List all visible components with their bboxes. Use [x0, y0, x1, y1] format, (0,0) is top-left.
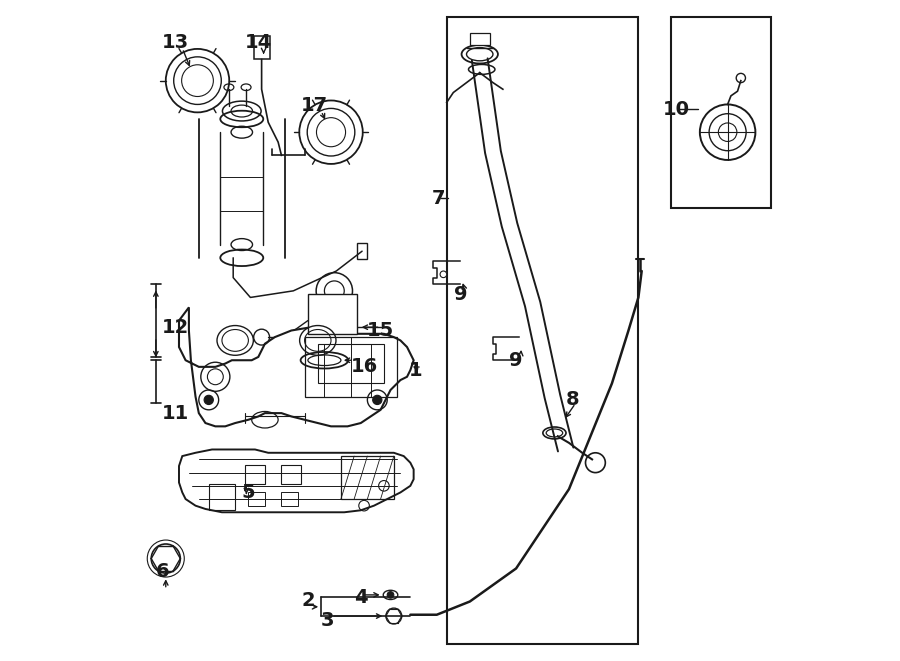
Circle shape [387, 592, 394, 598]
Bar [356, 243, 367, 259]
Bar [245, 465, 265, 484]
Bar [209, 484, 235, 510]
Text: 6: 6 [156, 563, 169, 581]
Bar [470, 33, 490, 45]
Text: 9: 9 [509, 351, 523, 369]
Text: 10: 10 [663, 100, 690, 118]
Text: 8: 8 [565, 391, 579, 409]
Bar [341, 456, 394, 499]
Text: 2: 2 [302, 591, 315, 609]
Bar [446, 17, 638, 644]
Bar [671, 17, 770, 208]
Text: 3: 3 [321, 611, 335, 629]
Text: 5: 5 [241, 483, 256, 502]
Text: 16: 16 [350, 358, 378, 376]
Bar [254, 36, 269, 59]
Circle shape [373, 395, 382, 405]
Text: 13: 13 [162, 34, 189, 52]
Text: 4: 4 [354, 588, 367, 607]
Text: 12: 12 [162, 318, 189, 336]
Text: 9: 9 [454, 285, 468, 303]
Polygon shape [179, 449, 414, 512]
Circle shape [204, 395, 213, 405]
Bar [318, 344, 384, 383]
Text: 11: 11 [162, 404, 189, 422]
Bar [282, 465, 302, 484]
Bar [282, 492, 298, 506]
Circle shape [440, 271, 446, 278]
Text: 15: 15 [367, 321, 394, 340]
Text: 14: 14 [245, 34, 272, 52]
Bar [304, 337, 397, 397]
Bar [248, 492, 265, 506]
Bar [308, 294, 357, 334]
Polygon shape [179, 307, 414, 426]
Text: 17: 17 [301, 97, 328, 115]
Text: 7: 7 [432, 189, 446, 208]
Text: 1: 1 [409, 361, 422, 379]
